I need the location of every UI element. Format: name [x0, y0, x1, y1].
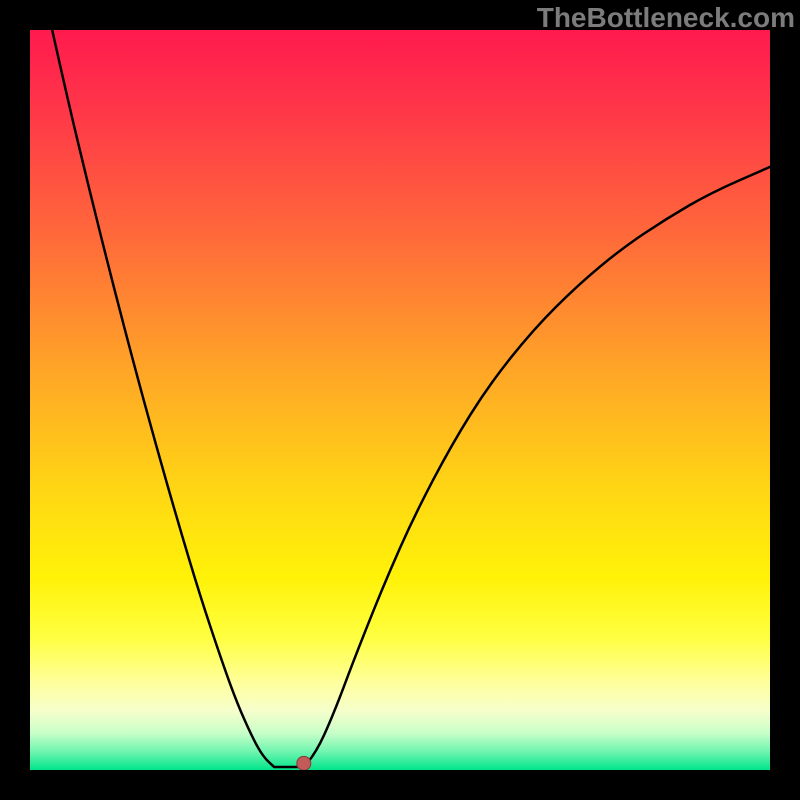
- bottleneck-chart: [30, 30, 770, 770]
- watermark-text: TheBottleneck.com: [510, 2, 795, 34]
- optimal-point-marker: [297, 756, 311, 770]
- gradient-background: [30, 30, 770, 770]
